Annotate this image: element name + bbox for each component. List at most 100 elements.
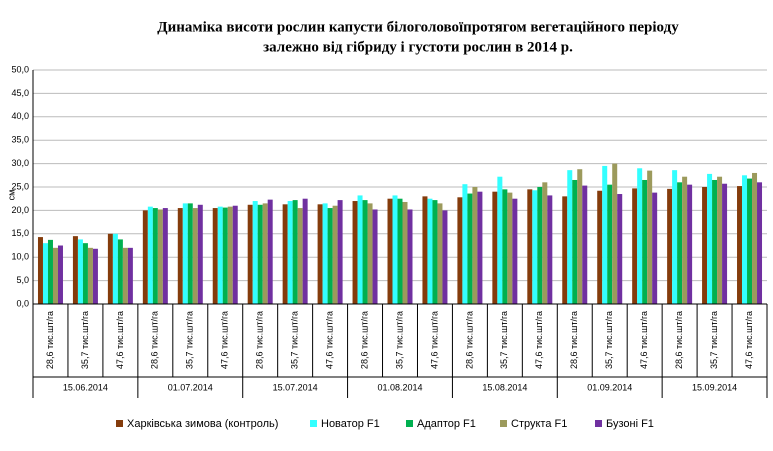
bar <box>52 247 58 304</box>
bar <box>542 182 548 304</box>
bar <box>702 187 708 304</box>
y-tick-label: 5,0 <box>16 275 29 285</box>
x-tick-label: 35,7 тис.шт/га <box>709 311 719 369</box>
bar <box>457 197 463 304</box>
chart-title: залежно від гібриду і густоти рослин в 2… <box>263 39 573 55</box>
bar <box>252 201 258 304</box>
bar <box>42 243 48 304</box>
x-tick-label: 47,6 тис.шт/га <box>324 311 334 369</box>
bar <box>537 187 543 304</box>
x-tick-label: 47,6 тис.шт/га <box>220 311 230 369</box>
bar <box>597 190 603 304</box>
bar <box>442 210 448 304</box>
bar <box>352 201 358 304</box>
bar <box>397 198 403 304</box>
bar <box>687 184 693 304</box>
bar <box>142 210 148 304</box>
bar <box>547 195 553 304</box>
bar <box>722 183 728 304</box>
bar <box>502 189 508 304</box>
bar <box>677 182 683 304</box>
bar <box>112 233 118 304</box>
bar <box>527 189 533 304</box>
chart-title: Динаміка висоти рослин капусти білоголов… <box>157 19 679 35</box>
bar <box>387 198 393 304</box>
bar <box>672 170 678 304</box>
bar <box>262 203 268 304</box>
bar <box>737 186 743 304</box>
y-tick-label: 50,0 <box>11 64 29 74</box>
bar <box>462 184 468 304</box>
bar <box>122 247 128 304</box>
group-label: 15.09.2014 <box>692 382 737 392</box>
bar <box>567 170 573 304</box>
legend-swatch <box>116 420 123 427</box>
bar <box>222 207 228 304</box>
legend-label: Адаптор F1 <box>417 418 476 430</box>
bar <box>717 176 723 304</box>
group-label: 01.08.2014 <box>377 382 422 392</box>
bar <box>572 179 578 304</box>
bar <box>217 206 223 304</box>
bar <box>292 200 298 304</box>
bar <box>92 248 98 304</box>
bar <box>282 204 288 304</box>
bar <box>747 178 753 304</box>
bar <box>87 247 93 304</box>
bar <box>642 179 648 304</box>
group-label: 01.07.2014 <box>168 382 213 392</box>
bar <box>232 205 238 304</box>
bar <box>77 239 83 304</box>
y-tick-label: 40,0 <box>11 111 29 121</box>
legend-label: Структа F1 <box>511 418 567 430</box>
legend-label: Новатор F1 <box>321 418 380 430</box>
x-tick-label: 47,6 тис.шт/га <box>639 311 649 369</box>
bar <box>407 209 413 304</box>
bar <box>712 179 718 304</box>
bar <box>37 237 43 304</box>
bar <box>187 203 193 304</box>
bar <box>602 165 608 304</box>
bar <box>607 184 613 304</box>
bar <box>72 236 78 304</box>
x-tick-label: 35,7 тис.шт/га <box>290 311 300 369</box>
x-tick-label: 28,6 тис.шт/га <box>359 311 369 369</box>
y-tick-label: 35,0 <box>11 135 29 145</box>
bar <box>422 196 428 304</box>
bar <box>317 204 323 304</box>
bar <box>707 173 713 304</box>
bar <box>297 208 303 304</box>
group-label: 01.09.2014 <box>587 382 632 392</box>
bar <box>652 192 658 304</box>
bar <box>267 199 273 304</box>
bar <box>82 243 88 304</box>
x-tick-label: 28,6 тис.шт/га <box>464 311 474 369</box>
bar <box>162 208 168 304</box>
bar <box>57 245 63 304</box>
bar <box>637 168 643 304</box>
bar <box>512 198 518 304</box>
bar <box>577 169 583 304</box>
x-tick-label: 47,6 тис.шт/га <box>429 311 439 369</box>
bar <box>177 208 183 304</box>
bar <box>287 201 293 304</box>
bar <box>477 191 483 304</box>
bar <box>647 170 653 304</box>
x-tick-label: 28,6 тис.шт/га <box>45 311 55 369</box>
bar <box>617 194 623 304</box>
bar <box>437 203 443 304</box>
x-tick-label: 47,6 тис.шт/га <box>744 311 754 369</box>
x-tick-label: 28,6 тис.шт/га <box>150 311 160 369</box>
bar <box>227 206 233 304</box>
bar <box>192 208 198 304</box>
bar <box>372 209 378 304</box>
bar <box>157 209 163 304</box>
bar <box>392 195 398 304</box>
bar <box>197 204 203 304</box>
bar <box>612 163 618 304</box>
bar <box>182 203 188 304</box>
bar <box>682 176 688 304</box>
y-tick-label: 15,0 <box>11 228 29 238</box>
x-tick-label: 28,6 тис.шт/га <box>674 311 684 369</box>
